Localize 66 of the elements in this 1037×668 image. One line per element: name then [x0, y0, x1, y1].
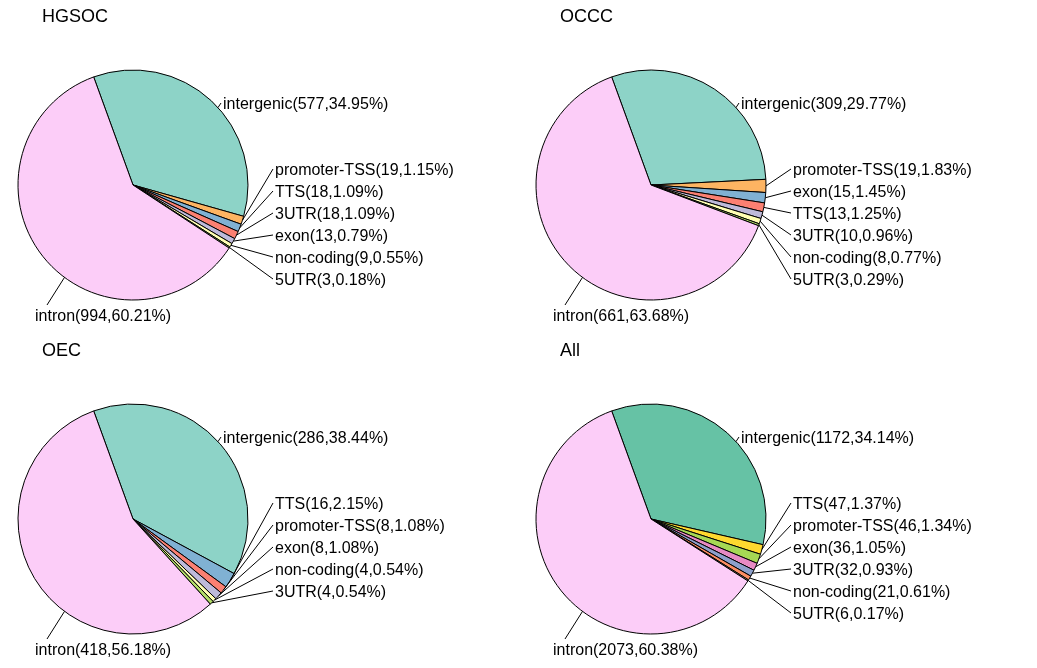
- data-label: (32,0.93%): [834, 560, 914, 578]
- data-label: (8,0.77%): [872, 248, 942, 266]
- data-label: (3,0.29%): [834, 270, 905, 288]
- slice-label: intergenic: [741, 94, 811, 112]
- slice-label: promoter-TSS: [793, 160, 894, 178]
- data-label: (8,1.08%): [375, 516, 445, 534]
- data-label: (47,1.37%): [823, 494, 902, 512]
- data-label: (10,0.96%): [834, 226, 914, 244]
- chart-title: OEC: [42, 340, 82, 361]
- slice-label: TTS: [275, 494, 306, 512]
- data-label: (18,1.09%): [316, 204, 396, 222]
- data-label: (15,1.45%): [827, 182, 906, 200]
- slice-label: TTS: [275, 182, 306, 200]
- slice-label: promoter-TSS: [275, 160, 376, 178]
- slice-label: TTS: [793, 494, 824, 512]
- slice-label: exon: [793, 538, 828, 556]
- slice-label: non-coding: [793, 582, 873, 600]
- data-label: (661,63.68%): [593, 306, 690, 324]
- slice-label: intergenic: [223, 428, 293, 446]
- chart-title: HGSOC: [42, 6, 109, 27]
- data-label: (19,1.83%): [893, 160, 972, 178]
- slice-label: promoter-TSS: [275, 516, 376, 534]
- slice-label: 5UTR: [793, 604, 835, 622]
- slice-label: exon: [793, 182, 828, 200]
- data-label: (8,1.08%): [309, 538, 380, 556]
- data-label: (418,56.18%): [75, 640, 172, 658]
- slice-label: 3UTR: [275, 582, 317, 600]
- slice-label: 3UTR: [793, 560, 835, 578]
- data-label: (994,60.21%): [75, 306, 172, 324]
- slice-label: intron: [35, 640, 76, 658]
- data-label: (13,0.79%): [309, 226, 388, 244]
- data-label: (4,0.54%): [316, 582, 387, 600]
- slice-label: non-coding: [275, 248, 355, 266]
- slice-label: TTS: [793, 204, 824, 222]
- data-label: (13,1.25%): [823, 204, 902, 222]
- slice-label: intron: [553, 640, 594, 658]
- slice-label: 3UTR: [793, 226, 835, 244]
- slice-label: non-coding: [793, 248, 873, 266]
- slice-label: 5UTR: [275, 270, 317, 288]
- data-label: (4,0.54%): [354, 560, 424, 578]
- data-label: (21,0.61%): [872, 582, 951, 600]
- chart-title: OCCC: [560, 6, 613, 27]
- data-label: (286,38.44%): [292, 428, 389, 446]
- slice-label: exon: [275, 226, 310, 244]
- slice-label: intron: [553, 306, 594, 324]
- data-label: (3,0.18%): [316, 270, 387, 288]
- slice-label: promoter-TSS: [793, 516, 894, 534]
- slice-label: intergenic: [223, 94, 293, 112]
- data-label: (309,29.77%): [810, 94, 907, 112]
- slice-label: 5UTR: [793, 270, 835, 288]
- slice-label: 3UTR: [275, 204, 317, 222]
- data-label: (19,1.15%): [375, 160, 454, 178]
- slice-label: non-coding: [275, 560, 355, 578]
- data-label: (16,2.15%): [305, 494, 384, 512]
- data-label: (36,1.05%): [827, 538, 906, 556]
- data-label: (2073,60.38%): [593, 640, 698, 658]
- data-label: (46,1.34%): [893, 516, 972, 534]
- data-label: (1172,34.14%): [810, 428, 915, 446]
- data-label: (9,0.55%): [354, 248, 424, 266]
- chart-title: All: [560, 340, 581, 361]
- slice-label: intron: [35, 306, 76, 324]
- slice-label: exon: [275, 538, 310, 556]
- data-label: (6,0.17%): [834, 604, 905, 622]
- data-label: (18,1.09%): [305, 182, 384, 200]
- data-label: (577,34.95%): [292, 94, 389, 112]
- slice-label: intergenic: [741, 428, 811, 446]
